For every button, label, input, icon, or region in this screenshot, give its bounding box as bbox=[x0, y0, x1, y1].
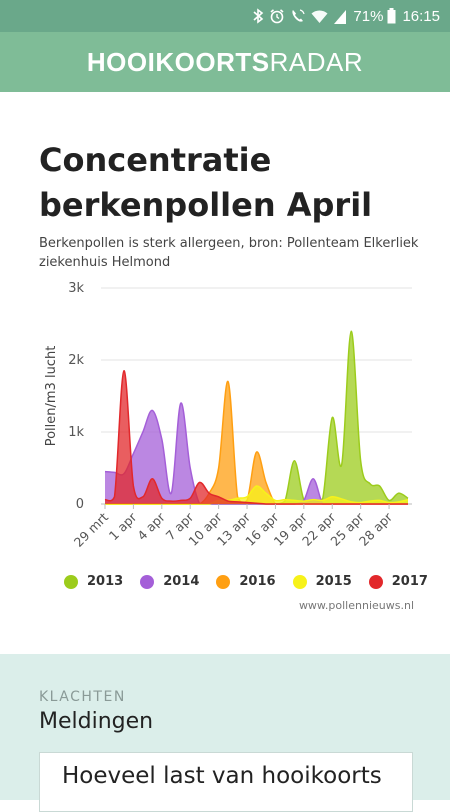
section-kicker: KLACHTEN bbox=[39, 689, 126, 705]
legend-label: 2013 bbox=[87, 574, 124, 589]
legend-item-2013[interactable]: 2013 bbox=[64, 574, 123, 589]
chart-legend: 2013 2014 2016 2015 2017 bbox=[64, 574, 445, 589]
legend-swatch bbox=[292, 574, 307, 589]
y-axis-label: Pollen/m3 lucht bbox=[44, 346, 59, 447]
y-tick-label: 2k bbox=[68, 353, 84, 368]
battery-icon bbox=[387, 8, 396, 24]
x-tick-label: 29 mrt bbox=[71, 509, 111, 549]
legend-label: 2017 bbox=[391, 574, 428, 589]
wifi-icon bbox=[311, 9, 328, 24]
y-tick-label: 3k bbox=[68, 281, 84, 296]
y-tick-label: 0 bbox=[76, 497, 84, 512]
app-title-light: RADAR bbox=[269, 46, 364, 77]
legend-item-2017[interactable]: 2017 bbox=[368, 574, 428, 589]
x-tick-label: 4 apr bbox=[134, 509, 168, 543]
legend-label: 2016 bbox=[239, 574, 276, 589]
series-area-2013 bbox=[105, 331, 408, 504]
y-tick-label: 1k bbox=[68, 425, 84, 440]
clock: 16:15 bbox=[402, 7, 440, 25]
page-subtitle: Berkenpollen is sterk allergeen, bron: P… bbox=[39, 236, 419, 270]
call-icon bbox=[290, 8, 306, 24]
source-credit-link[interactable]: www.pollennieuws.nl bbox=[298, 599, 414, 612]
status-bar: 71% 16:15 bbox=[0, 0, 450, 32]
series-area-2014 bbox=[105, 402, 408, 504]
x-tick-label: 28 apr bbox=[356, 509, 396, 549]
legend-label: 2014 bbox=[163, 574, 200, 589]
legend-swatch bbox=[216, 574, 231, 589]
legend-swatch bbox=[64, 574, 78, 589]
complaint-question-card[interactable]: Hoeveel last van hooikoorts bbox=[39, 752, 413, 812]
signal-icon bbox=[333, 9, 347, 24]
page-title: Concentratie berkenpollen April bbox=[39, 141, 373, 224]
x-tick-label: 1 apr bbox=[106, 509, 140, 543]
bluetooth-icon bbox=[252, 8, 264, 24]
legend-label: 2015 bbox=[315, 574, 352, 589]
legend-item-2015[interactable]: 2015 bbox=[292, 574, 352, 589]
status-icons bbox=[252, 8, 347, 24]
series-area-2015 bbox=[105, 485, 408, 504]
legend-swatch bbox=[140, 574, 155, 589]
section-title: Meldingen bbox=[39, 709, 154, 734]
legend-item-2016[interactable]: 2016 bbox=[216, 574, 276, 589]
app-bar: HOOIKOORTS RADAR bbox=[0, 32, 450, 92]
app-title-bold: HOOIKOORTS bbox=[86, 46, 270, 77]
complaints-section: KLACHTEN Meldingen Hoeveel last van hooi… bbox=[0, 654, 450, 812]
legend-item-2014[interactable]: 2014 bbox=[140, 574, 199, 589]
series-area-2016 bbox=[105, 381, 408, 504]
alarm-icon bbox=[269, 8, 285, 24]
series-line-2017 bbox=[104, 370, 408, 505]
legend-swatch bbox=[368, 574, 383, 589]
battery-level: 71% bbox=[353, 7, 384, 25]
